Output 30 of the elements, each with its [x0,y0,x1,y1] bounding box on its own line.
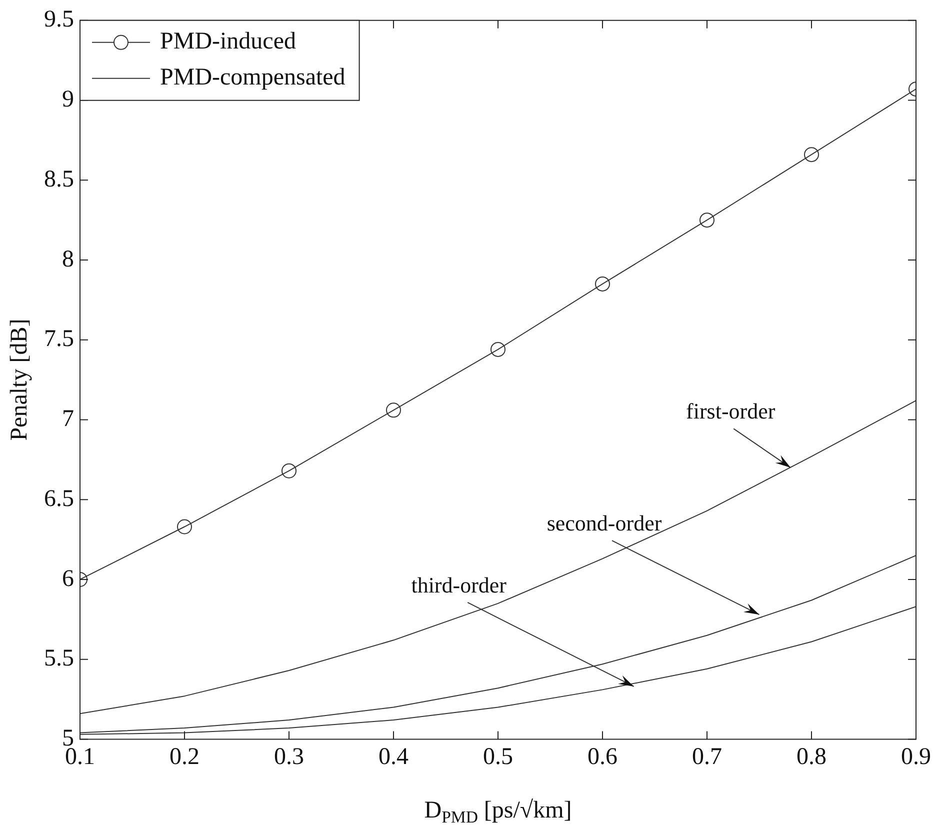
y-tick-label: 7 [62,406,74,432]
y-tick-label: 7.5 [44,326,74,352]
y-tick-label: 6.5 [44,486,74,512]
legend-label: PMD-induced [160,28,296,55]
annotation: third-order [411,572,508,598]
x-tick-label: 0.4 [378,744,408,770]
point [282,463,296,478]
annotation: first-order [686,398,776,424]
point [595,276,610,292]
x-tick-label: 0.5 [483,744,513,770]
y-tick-label: 5.5 [44,646,74,672]
y-tick-label: 8 [62,246,74,272]
x-tick-label: 0.3 [274,744,304,770]
annotation: second-order [546,510,662,536]
x-tick-label: 0.7 [692,744,722,770]
y-tick-label: 9.5 [44,6,74,33]
legend-label: PMD-compensated [160,64,346,91]
point [804,147,819,162]
x-tick-label: 0.6 [588,744,618,770]
y-tick-label: 9 [62,86,74,113]
x-tick-label: 0.2 [170,744,200,770]
y-tick-label: 8.5 [44,166,74,192]
point [700,212,714,228]
y-tick-label: 6 [62,566,74,592]
x-tick-label: 0.8 [796,744,826,770]
point [177,519,192,534]
x-tick-label: 0.9 [901,744,931,770]
y-axis-title: Penalty [dB] [6,318,32,441]
point [490,342,506,357]
point [386,402,401,418]
